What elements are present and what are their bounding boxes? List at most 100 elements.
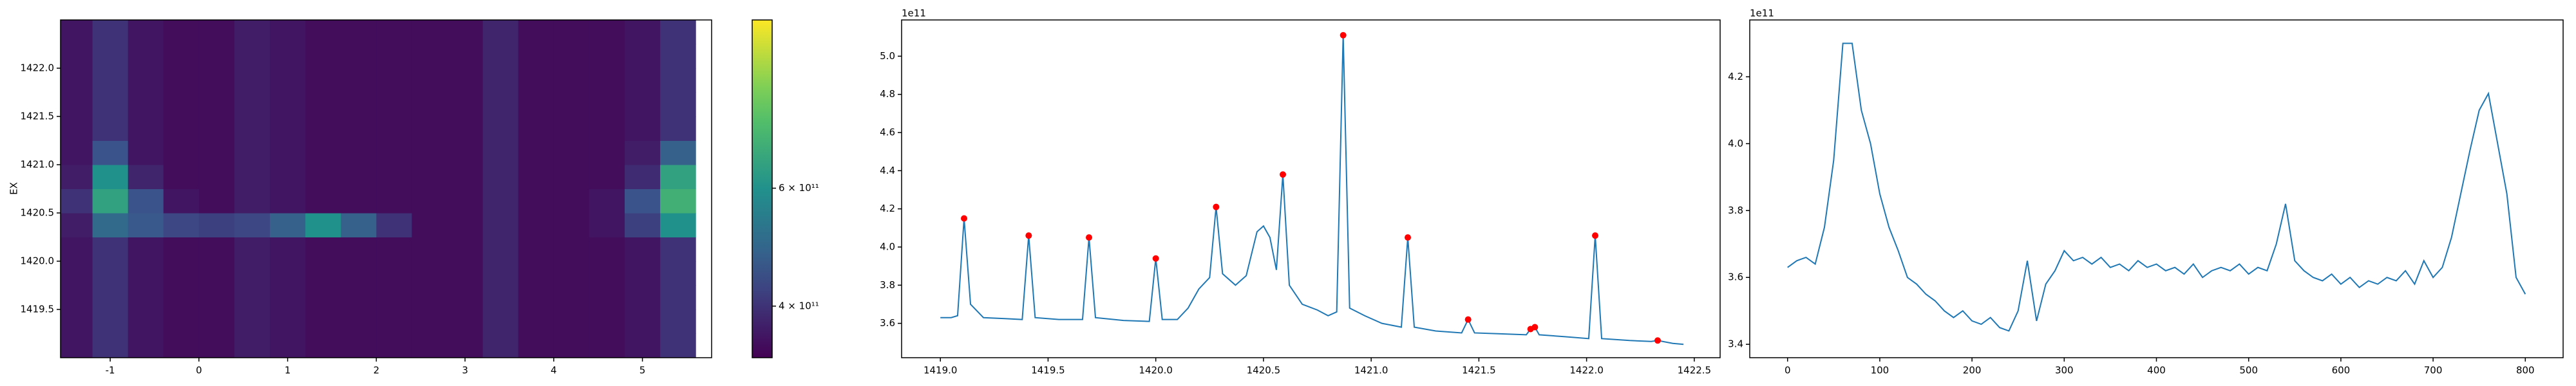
heatmap-cell: [128, 92, 164, 117]
heatmap-cell: [660, 140, 696, 165]
x-tick-label: 5: [639, 365, 646, 376]
heatmap-cell: [92, 261, 129, 286]
data-line: [940, 35, 1684, 345]
heatmap-cell: [482, 309, 519, 334]
heatmap-cell: [163, 68, 200, 93]
y-tick-label: 4.0: [880, 241, 895, 252]
peak-marker: [1152, 255, 1159, 262]
heatmap-cell: [128, 165, 164, 189]
y-tick-label: 4.6: [880, 127, 895, 138]
heatmap-cell: [198, 237, 235, 262]
heatmap-cell: [660, 68, 696, 93]
heatmap-cell: [61, 68, 93, 93]
heatmap-cell: [518, 44, 554, 69]
heatmap-cell: [198, 309, 235, 334]
heatmap-cell: [163, 237, 200, 262]
heatmap-cell: [482, 165, 519, 189]
heatmap-cell: [128, 116, 164, 141]
heatmap-cell: [625, 140, 661, 165]
heatmap-cell: [234, 165, 270, 189]
heatmap-cell: [553, 188, 590, 214]
heatmap-cell: [61, 20, 93, 44]
heatmap-cell: [589, 116, 625, 141]
heatmap-cell: [412, 140, 448, 165]
heatmap-cell: [518, 20, 554, 44]
heatmap-cell: [447, 237, 484, 262]
heatmap-cell: [128, 213, 164, 237]
x-tick-label: 300: [2055, 365, 2074, 376]
heatmap-cell: [128, 333, 164, 358]
heatmap-cell: [660, 213, 696, 237]
heatmap-cell: [305, 309, 341, 334]
heatmap-cell: [376, 140, 412, 165]
heatmap-cell: [376, 213, 412, 237]
y-tick-label: 3.8: [880, 279, 895, 291]
heatmap-cell: [376, 165, 412, 189]
heatmap-cell: [305, 213, 341, 237]
y-tick-label: 4.0: [1728, 138, 1743, 149]
heatmap-cell: [376, 116, 412, 141]
heatmap-cell: [553, 165, 590, 189]
peak-marker: [1340, 32, 1347, 39]
y-tick-label: 3.4: [1728, 338, 1743, 350]
heatmap-cell: [625, 261, 661, 286]
heatmap-cell: [198, 165, 235, 189]
heatmap-cell: [270, 333, 306, 358]
heatmap-cell: [412, 237, 448, 262]
heatmap-cell: [270, 68, 306, 93]
x-tick-label: 1422.0: [1569, 365, 1604, 376]
x-tick-label: 1422.5: [1678, 365, 1712, 376]
heatmap-cell: [518, 333, 554, 358]
heatmap-cell: [61, 44, 93, 69]
heatmap-cell: [447, 188, 484, 214]
heatmap-cell: [518, 116, 554, 141]
heatmap-cell: [553, 333, 590, 358]
heatmap-cell: [589, 92, 625, 117]
heatmap-cell: [128, 237, 164, 262]
heatmap-cell: [482, 285, 519, 310]
heatmap-cell: [61, 92, 93, 117]
heatmap-cell: [412, 309, 448, 334]
heatmap-cell: [61, 116, 93, 141]
heatmap-cell: [589, 261, 625, 286]
heatmap-cell: [660, 165, 696, 189]
heatmap-cell: [589, 68, 625, 93]
heatmap-cell: [234, 309, 270, 334]
data-line: [1787, 42, 2526, 332]
heatmap-cell: [625, 20, 661, 44]
axes-frame: [60, 19, 712, 358]
heatmap-cell: [341, 44, 377, 69]
heatmap-cell: [447, 285, 484, 310]
heatmap-cell: [341, 309, 377, 334]
y-tick-label: 4.8: [880, 88, 895, 100]
heatmap-cell: [625, 309, 661, 334]
y-tick-label: 1420.0: [21, 255, 55, 267]
heatmap-cell: [163, 92, 200, 117]
heatmap-cell: [447, 44, 484, 69]
heatmap-cell: [92, 237, 129, 262]
heatmap-cell: [518, 261, 554, 286]
heatmap-cell: [482, 237, 519, 262]
heatmap-cell: [376, 92, 412, 117]
heatmap-cell: [92, 213, 129, 237]
heatmap-cell: [625, 213, 661, 237]
heatmap-cell: [198, 68, 235, 93]
heatmap-cell: [553, 237, 590, 262]
heatmap-cell: [270, 261, 306, 286]
x-tick-label: 400: [2147, 365, 2166, 376]
heatmap-cell: [625, 285, 661, 310]
heatmap-cell: [270, 20, 306, 44]
heatmap-cell: [128, 285, 164, 310]
x-tick-label: 100: [1871, 365, 1889, 376]
heatmap-cell: [61, 140, 93, 165]
heatmap-cell: [341, 213, 377, 237]
x-tick-label: 1419.0: [923, 365, 958, 376]
heatmap-cell: [482, 333, 519, 358]
heatmap-cell: [234, 237, 270, 262]
heatmap-cell: [518, 165, 554, 189]
peak-marker: [1405, 234, 1412, 241]
heatmap-cell: [660, 20, 696, 44]
heatmap-cell: [305, 261, 341, 286]
heatmap-cell: [447, 309, 484, 334]
heatmap-cell: [92, 44, 129, 69]
